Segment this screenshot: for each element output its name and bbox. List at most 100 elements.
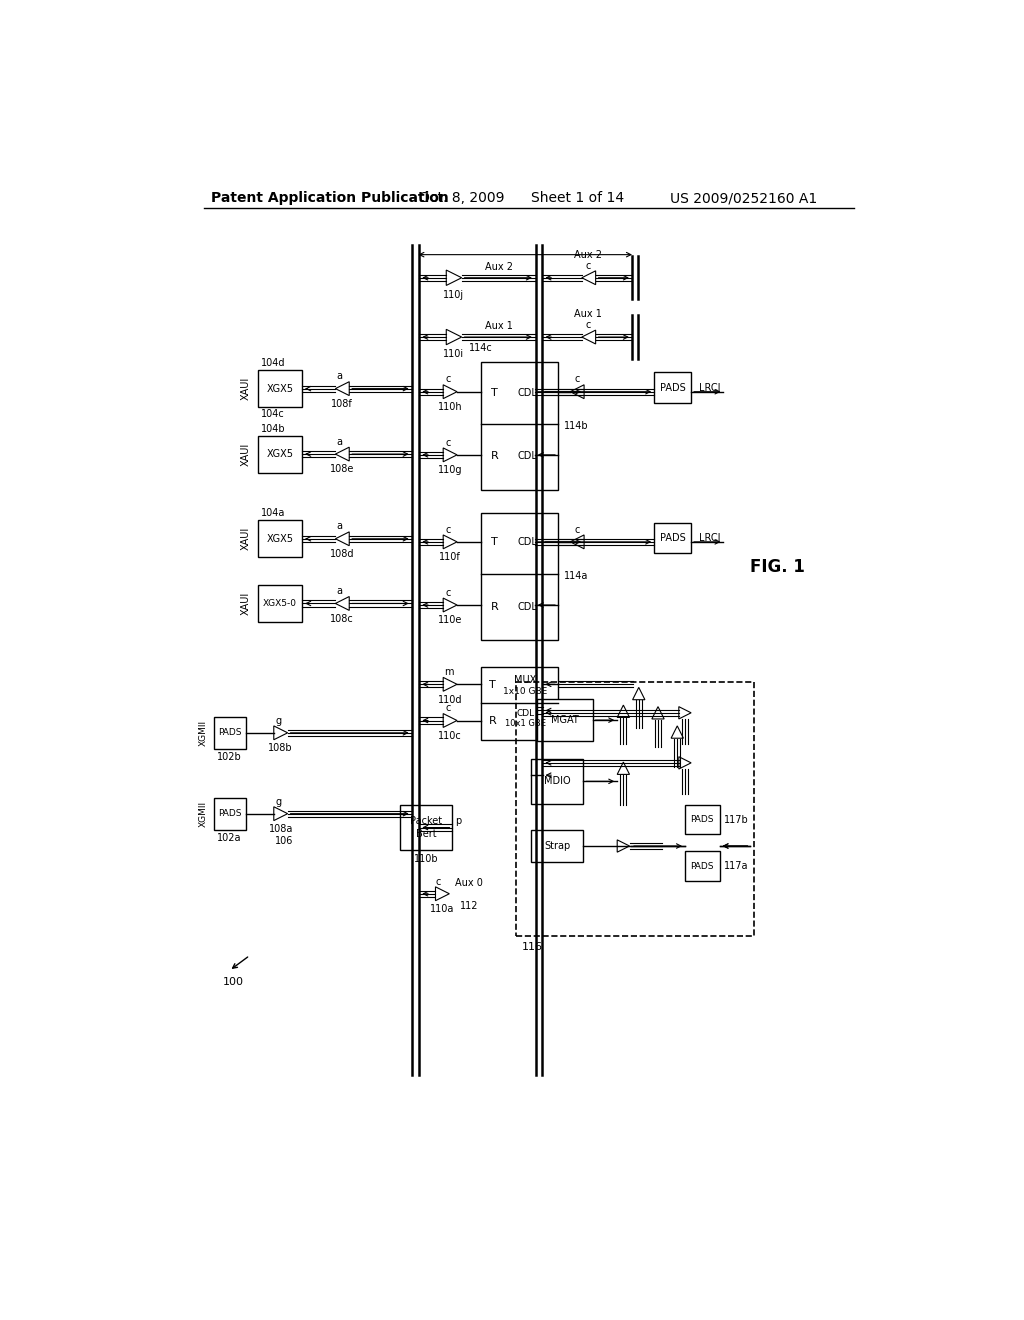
Text: 110d: 110d bbox=[438, 694, 463, 705]
Text: p: p bbox=[456, 816, 462, 825]
Text: LRCI: LRCI bbox=[698, 383, 720, 393]
Text: a: a bbox=[336, 437, 342, 446]
Text: 110f: 110f bbox=[439, 552, 461, 562]
Text: PADS: PADS bbox=[218, 729, 242, 738]
Text: XGX5: XGX5 bbox=[266, 533, 294, 544]
Bar bbox=[258, 585, 302, 622]
Text: T: T bbox=[492, 537, 498, 546]
Text: Aux 1: Aux 1 bbox=[574, 309, 602, 319]
Text: XAUI: XAUI bbox=[241, 378, 250, 400]
Polygon shape bbox=[336, 447, 349, 461]
Polygon shape bbox=[446, 330, 462, 345]
Bar bbox=[258, 520, 302, 557]
Bar bbox=[481, 512, 558, 640]
Text: T: T bbox=[489, 680, 496, 690]
Polygon shape bbox=[671, 726, 683, 738]
Polygon shape bbox=[336, 597, 349, 610]
Bar bbox=[481, 363, 558, 490]
Polygon shape bbox=[582, 330, 596, 345]
Text: 104b: 104b bbox=[261, 424, 286, 434]
Text: PADS: PADS bbox=[659, 383, 685, 393]
Polygon shape bbox=[443, 385, 457, 399]
Text: a: a bbox=[336, 521, 342, 532]
Bar bbox=[515, 682, 755, 936]
Bar bbox=[531, 759, 584, 804]
Text: Sheet 1 of 14: Sheet 1 of 14 bbox=[531, 191, 624, 206]
Bar bbox=[214, 797, 246, 830]
Text: a: a bbox=[336, 586, 342, 597]
Polygon shape bbox=[652, 706, 665, 719]
Text: c: c bbox=[445, 524, 452, 535]
Polygon shape bbox=[582, 271, 596, 285]
Text: Aux 2: Aux 2 bbox=[484, 261, 513, 272]
Text: T: T bbox=[492, 388, 498, 399]
Bar bbox=[400, 805, 453, 850]
Text: R: R bbox=[490, 602, 499, 611]
Text: m: m bbox=[443, 667, 454, 677]
Text: MUX: MUX bbox=[514, 676, 537, 685]
Text: 108d: 108d bbox=[330, 549, 354, 560]
Text: 108f: 108f bbox=[332, 399, 353, 409]
Text: a: a bbox=[336, 371, 342, 381]
Text: Bert: Bert bbox=[416, 829, 436, 840]
Text: 106: 106 bbox=[275, 836, 294, 846]
Text: c: c bbox=[445, 375, 452, 384]
Text: 102a: 102a bbox=[217, 833, 242, 842]
Text: Aux 1: Aux 1 bbox=[484, 321, 513, 331]
Text: 110b: 110b bbox=[414, 854, 438, 865]
Text: 114a: 114a bbox=[564, 572, 589, 581]
Text: Aux 2: Aux 2 bbox=[573, 249, 602, 260]
Text: 100: 100 bbox=[223, 977, 244, 987]
Polygon shape bbox=[679, 756, 691, 770]
Text: XGMII: XGMII bbox=[199, 719, 208, 746]
Polygon shape bbox=[617, 762, 630, 775]
Text: LRCI: LRCI bbox=[698, 533, 720, 543]
Polygon shape bbox=[443, 714, 457, 727]
Text: XGX5: XGX5 bbox=[266, 449, 294, 459]
Text: 114b: 114b bbox=[564, 421, 589, 430]
Text: PADS: PADS bbox=[218, 809, 242, 818]
Text: CDL: CDL bbox=[517, 602, 537, 611]
Bar bbox=[258, 370, 302, 407]
Bar bbox=[654, 372, 691, 404]
Text: R: R bbox=[488, 717, 497, 726]
Text: FIG. 1: FIG. 1 bbox=[750, 557, 805, 576]
Text: 108e: 108e bbox=[330, 465, 354, 474]
Text: 104a: 104a bbox=[261, 508, 285, 519]
Text: c: c bbox=[574, 524, 580, 535]
Text: 104d: 104d bbox=[261, 358, 286, 368]
Text: g: g bbox=[275, 797, 282, 807]
Text: XGMII: XGMII bbox=[199, 801, 208, 826]
Text: c: c bbox=[445, 704, 452, 713]
Text: CDL: CDL bbox=[517, 537, 537, 546]
Text: MGAT: MGAT bbox=[551, 715, 579, 725]
Polygon shape bbox=[679, 706, 691, 719]
Text: 110h: 110h bbox=[438, 403, 463, 412]
Text: PADS: PADS bbox=[690, 816, 714, 824]
Text: MDIO: MDIO bbox=[544, 776, 570, 787]
Text: c: c bbox=[436, 878, 441, 887]
Text: Packet: Packet bbox=[411, 816, 442, 825]
Text: 108c: 108c bbox=[331, 614, 354, 624]
Text: XGX5: XGX5 bbox=[266, 384, 294, 393]
Text: 114c: 114c bbox=[469, 343, 493, 352]
Text: XAUI: XAUI bbox=[241, 591, 250, 615]
Text: 110g: 110g bbox=[438, 465, 463, 475]
Polygon shape bbox=[446, 271, 462, 285]
Text: XAUI: XAUI bbox=[241, 527, 250, 550]
Text: R: R bbox=[490, 451, 499, 462]
Polygon shape bbox=[443, 535, 457, 549]
Text: c: c bbox=[574, 375, 580, 384]
Bar bbox=[654, 523, 691, 553]
Text: 104c: 104c bbox=[261, 409, 285, 418]
Text: 110i: 110i bbox=[443, 348, 465, 359]
Text: PADS: PADS bbox=[690, 862, 714, 870]
Text: c: c bbox=[586, 321, 591, 330]
Bar bbox=[258, 436, 302, 473]
Text: 1x10 GBE: 1x10 GBE bbox=[504, 686, 548, 696]
Text: c: c bbox=[445, 587, 452, 598]
Text: XAUI: XAUI bbox=[241, 442, 250, 466]
Text: 108b: 108b bbox=[268, 743, 293, 754]
Bar bbox=[685, 851, 720, 880]
Text: Patent Application Publication: Patent Application Publication bbox=[211, 191, 450, 206]
